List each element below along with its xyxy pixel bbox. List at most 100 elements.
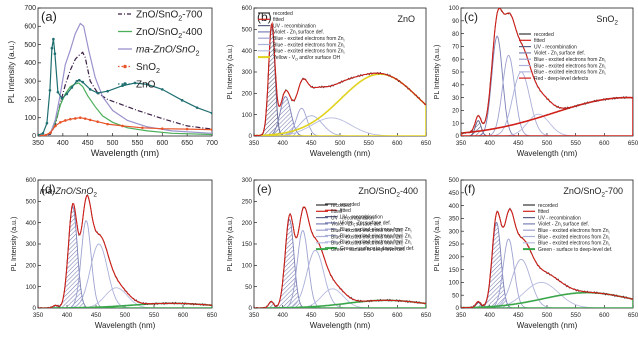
x-tick-label: 650 xyxy=(628,312,638,319)
legend-entry-main: UV - recombination xyxy=(538,215,581,221)
sample-label: ZnO xyxy=(397,14,415,24)
x-tick-label: 500 xyxy=(542,312,553,319)
y-tick-label: 100 xyxy=(449,5,460,12)
legend-entry-sub: i xyxy=(411,230,412,234)
legend-entry-main: Blue - excited electrons from Zn xyxy=(534,63,605,69)
series-line-pma xyxy=(38,22,212,136)
legend-entry-sub: i xyxy=(344,45,345,49)
legend-entry-sub: O xyxy=(295,57,298,61)
fitted-spectrum-line xyxy=(461,208,633,308)
x-tick-label: 350 xyxy=(32,140,44,147)
y-tick-label: 0 xyxy=(456,133,460,140)
y-tick-label: 600 xyxy=(242,5,253,12)
y-tick-label: 100 xyxy=(242,263,253,270)
x-tick-label: 450 xyxy=(82,140,94,147)
y-tick-label: 0 xyxy=(32,133,36,140)
legend-entry-sub: i xyxy=(363,223,364,227)
legend-entry-main: Blue - excited electrons from Zn xyxy=(538,228,609,234)
y-tick-label: 450 xyxy=(449,190,460,197)
data-point xyxy=(41,131,45,135)
plot-area xyxy=(38,22,212,136)
legend-entry-tail: surface def. xyxy=(558,51,586,57)
legend-entry: Blue - excited electrons from Zni xyxy=(340,233,412,240)
legend-entry-main: UV - recombination xyxy=(273,23,316,29)
legend-entry: Blue - excited electrons from Zni xyxy=(331,228,403,235)
legend-entry: Blue - excited electrons from Zni xyxy=(340,240,412,247)
x-tick-label: 650 xyxy=(421,312,432,319)
x-tick-label: 600 xyxy=(156,140,168,147)
legend-entry-main: ZnO/SnO xyxy=(136,27,178,38)
legend-entry: Blue - excited electrons from Zni xyxy=(534,70,606,77)
y-tick-label: 500 xyxy=(26,199,37,206)
y-tick-label: 300 xyxy=(26,241,37,248)
plot-area xyxy=(254,206,426,308)
x-tick-label: 550 xyxy=(364,140,375,147)
legend-entry: recorded xyxy=(273,11,293,17)
legend-entry: Violet - Zni surface def. xyxy=(340,221,391,228)
component-peak-violet xyxy=(461,35,633,136)
data-point xyxy=(50,46,54,50)
x-tick-label: 400 xyxy=(62,312,73,319)
x-tick-label: 400 xyxy=(485,312,496,319)
legend-entry-main: Blue - excited electrons from Zn xyxy=(273,49,344,55)
legend-entry-sub: i xyxy=(354,224,355,228)
x-tick-label: 550 xyxy=(571,140,582,147)
x-axis-label: Wavelength (nm) xyxy=(91,148,159,158)
legend-entry: Green - surface to deep-level def. xyxy=(331,247,406,253)
component-peak-blue_zni3 xyxy=(254,288,426,308)
legend-entry-main: Blue - excited electrons from Zn xyxy=(273,42,344,48)
data-point xyxy=(96,91,99,95)
data-point xyxy=(146,83,149,86)
legend-entry: ZnO xyxy=(136,80,156,91)
data-point xyxy=(54,124,57,128)
y-tick-label: 250 xyxy=(242,199,253,206)
plot-area xyxy=(254,21,426,136)
legend-entry: UV - recombination xyxy=(273,23,316,29)
y-tick-label: 60 xyxy=(452,56,459,63)
plot-area xyxy=(461,207,633,308)
y-tick-label: 300 xyxy=(449,228,460,235)
x-tick-label: 600 xyxy=(178,312,189,319)
plot-area xyxy=(38,194,212,308)
panel-letter: (b) xyxy=(257,10,272,24)
x-tick-label: 400 xyxy=(278,140,289,147)
legend-entry-main: Blue - excited electrons from Zn xyxy=(273,36,344,42)
legend-entry-sub: 2 xyxy=(195,49,199,58)
data-point xyxy=(52,37,55,41)
legend-entry-main: Green - surface to deep-level def. xyxy=(331,247,406,253)
y-tick-label: 0 xyxy=(249,133,253,140)
legend-entry: recorded xyxy=(534,32,554,38)
legend-entry: Red - deep-level defects xyxy=(534,76,589,82)
y-tick-label: 300 xyxy=(242,177,253,184)
y-tick-label: 20 xyxy=(452,108,459,115)
y-tick-label: 70 xyxy=(452,44,459,51)
legend-entry-sub: i xyxy=(411,242,412,246)
legend-entry-sub: i xyxy=(609,231,610,235)
x-tick-label: 550 xyxy=(149,312,160,319)
legend-entry-main: Blue - excited electrons from Zn xyxy=(331,241,402,247)
legend-entry: recorded xyxy=(331,203,351,209)
data-point xyxy=(70,86,74,89)
legend-entry-sub: i xyxy=(609,243,610,247)
legend-entry-tail: -400 xyxy=(182,27,202,38)
data-point xyxy=(64,119,67,122)
legend-entry-sub: i xyxy=(411,236,412,240)
legend-entry: Blue - excited electrons from Zni xyxy=(331,234,403,241)
legend-entry-main: fitted xyxy=(534,38,545,44)
y-tick-label: 100 xyxy=(24,115,36,122)
legend-entry: Violet - Zni surface def. xyxy=(538,222,589,229)
y-tick-label: 50 xyxy=(452,292,459,299)
legend-entry: UV - recombination xyxy=(331,215,374,221)
sample-label: ma-ZnO/SnO2 xyxy=(40,186,98,199)
legend-entry-main: Red - deep-level defects xyxy=(534,76,589,82)
data-point xyxy=(60,97,64,100)
x-tick-label: 450 xyxy=(513,312,524,319)
legend-entry-sub: i xyxy=(344,51,345,55)
x-tick-label: 550 xyxy=(571,312,582,319)
legend-entry: Blue - excited electrons from Zni xyxy=(538,228,610,235)
y-tick-label: 40 xyxy=(452,82,459,89)
y-axis-label: PL Intensity (a.u.) xyxy=(227,217,234,272)
x-tick-label: 350 xyxy=(249,140,260,147)
panel-e: 350 400 450 500 550 600 650 0 50 100 150 200 250 300 W… xyxy=(227,177,432,330)
